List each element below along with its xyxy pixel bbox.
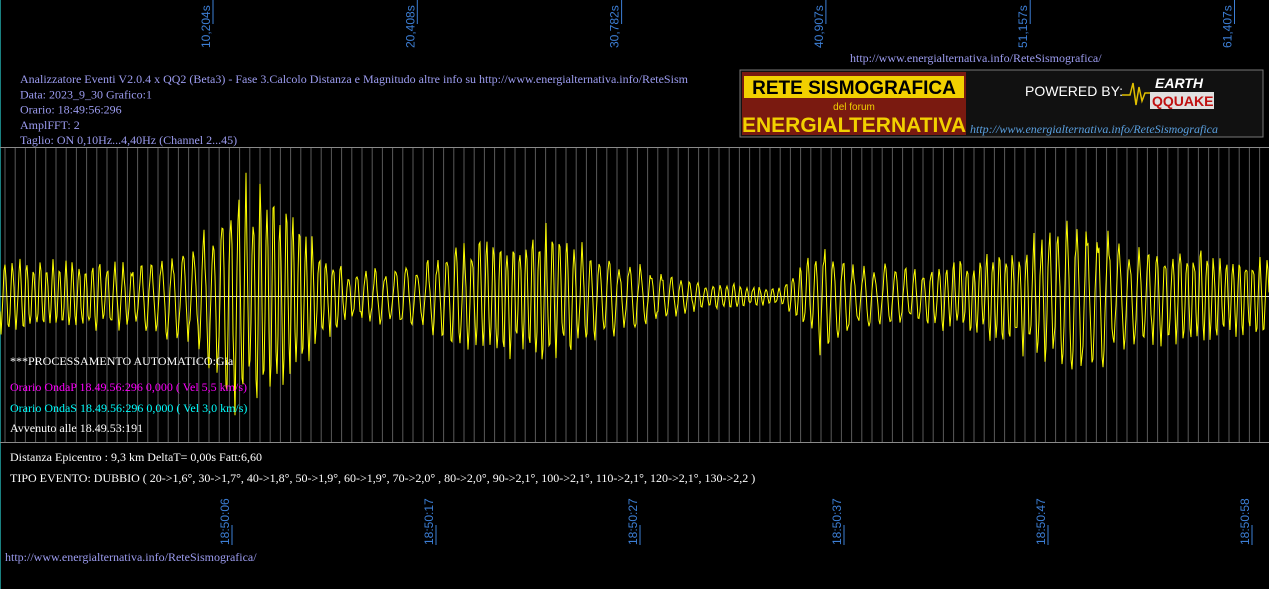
info-line: Data: 2023_9_30 Grafico:1 [20, 87, 152, 101]
bottom-time-label: 18:50:37 [830, 498, 844, 545]
bottom-time-label: 18:50:06 [218, 498, 232, 545]
logo-url: http://www.energialternativa.info/ReteSi… [970, 122, 1218, 136]
onda-s: Orario OndaS 18.49.56:296 0,000 ( Vel 3,… [10, 401, 247, 415]
logo-earth: EARTH [1155, 75, 1204, 91]
bottom-time-label: 18:50:58 [1238, 498, 1252, 545]
logo-brand: ENERGIALTERNATIVA [742, 114, 966, 137]
info-line: Taglio: ON 0,10Hz...4,40Hz (Channel 2...… [20, 133, 237, 147]
info-line: Analizzatore Eventi V2.0.4 x QQ2 (Beta3)… [20, 72, 689, 86]
top-time-label: 51,157s [1016, 5, 1030, 48]
logo: RETE SISMOGRAFICA del forum ENERGIALTERN… [739, 69, 1264, 138]
logo-subtitle: del forum [833, 102, 875, 113]
bottom-time-labels: 18:50:06 18:50:17 18:50:27 18:50:37 18:50:47… [218, 498, 1253, 545]
quake-bg [1150, 92, 1214, 109]
logo-quake: QQUAKE [1152, 93, 1213, 109]
bottom-time-label: 18:50:27 [626, 498, 640, 545]
top-time-labels: 10,204s 20,408s 30,782s 40,907s 51,157s 61,40… [199, 0, 1235, 48]
top-time-label: 20,408s [403, 5, 417, 48]
top-time-label: 40,907s [812, 5, 826, 48]
info-block: Analizzatore Eventi V2.0.4 x QQ2 (Beta3)… [20, 72, 689, 147]
footer-url: http://www.energialternativa.info/ReteSi… [5, 550, 257, 564]
info-line: Orario: 18:49:56:296 [20, 103, 122, 117]
waveform [0, 172, 1269, 416]
event-type: TIPO EVENTO: DUBBIO ( 20->1,6°, 30->1,7°… [10, 471, 755, 485]
distance: Distanza Epicentro : 9,3 km DeltaT= 0,00… [10, 450, 262, 464]
top-time-label: 61,407s [1221, 5, 1235, 48]
bottom-time-label: 18:50:47 [1034, 498, 1048, 545]
top-time-label: 10,204s [199, 5, 213, 48]
info-line: AmplFFT: 2 [20, 118, 80, 132]
quake-icon [1122, 82, 1157, 106]
header-url: http://www.energialternativa.info/ReteSi… [850, 51, 1102, 65]
processing: ***PROCESSAMENTO AUTOMATICO:Gia [10, 354, 234, 368]
avvenuto: Avvenuto alle 18.49.53:191 [10, 421, 143, 435]
powered-by: POWERED BY: [1025, 83, 1123, 99]
logo-title: RETE SISMOGRAFICA [752, 78, 956, 99]
top-time-label: 30,782s [608, 5, 622, 48]
onda-p: Orario OndaP 18.49.56:296 0,000 ( Vel 5,… [10, 380, 247, 394]
bottom-time-label: 18:50:17 [422, 498, 436, 545]
logo-title-bar [744, 76, 964, 98]
